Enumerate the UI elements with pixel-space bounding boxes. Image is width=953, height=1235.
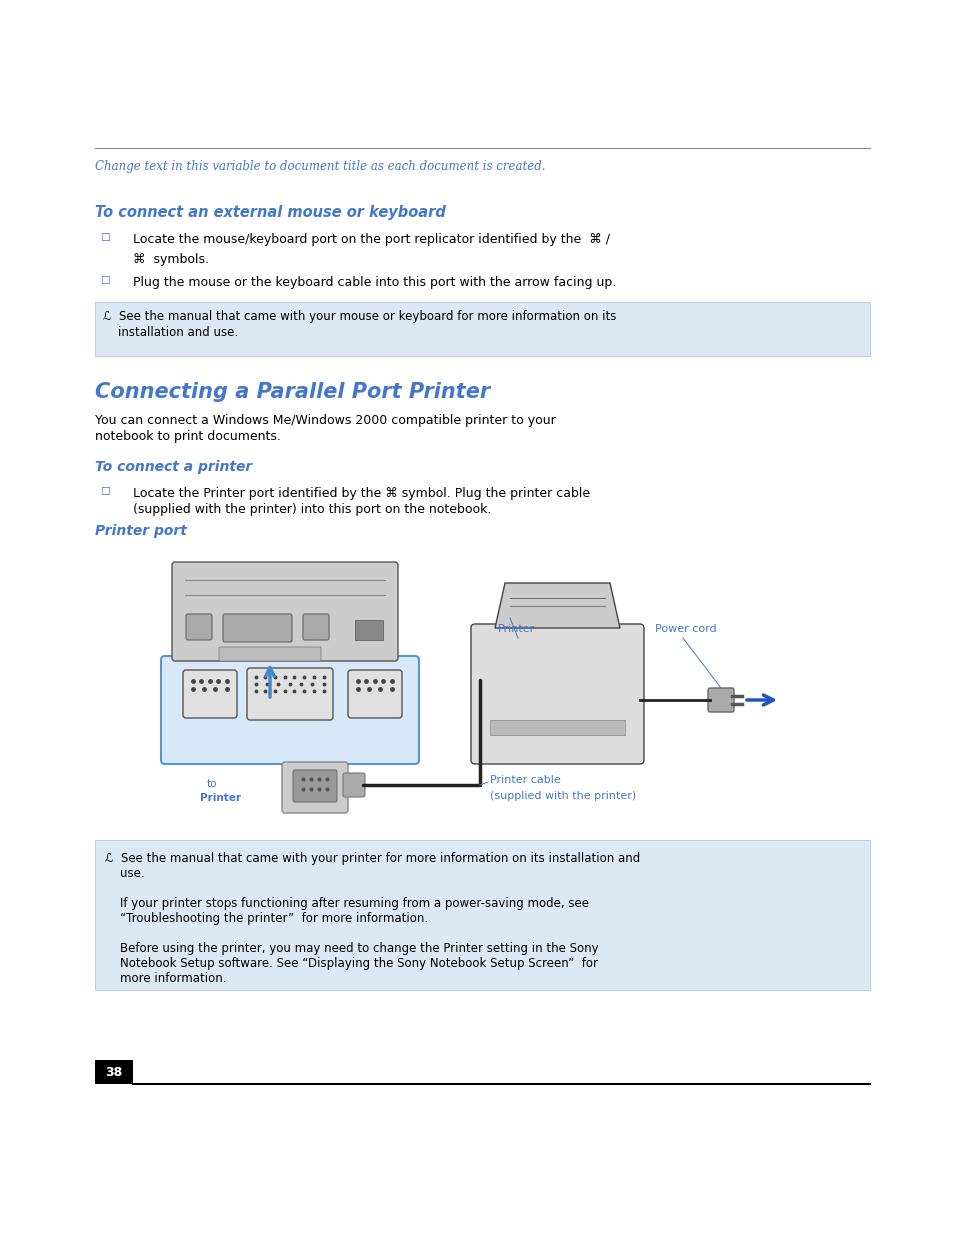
Text: Change text in this variable to document title as each document is created.: Change text in this variable to document…	[95, 161, 545, 173]
Text: ℒ  See the manual that came with your printer for more information on its instal: ℒ See the manual that came with your pri…	[105, 852, 639, 864]
FancyBboxPatch shape	[707, 688, 733, 713]
Text: ☐: ☐	[100, 487, 110, 496]
Text: To connect a printer: To connect a printer	[95, 459, 252, 474]
Text: use.: use.	[105, 867, 145, 881]
FancyBboxPatch shape	[172, 562, 397, 661]
Text: (supplied with the printer): (supplied with the printer)	[490, 790, 636, 802]
Text: “Troubleshooting the printer”  for more information.: “Troubleshooting the printer” for more i…	[105, 911, 428, 925]
Polygon shape	[495, 583, 619, 629]
FancyBboxPatch shape	[343, 773, 365, 797]
FancyBboxPatch shape	[95, 840, 869, 990]
FancyBboxPatch shape	[282, 762, 348, 813]
Text: Printer: Printer	[497, 624, 535, 634]
Text: installation and use.: installation and use.	[103, 326, 238, 338]
Text: Printer: Printer	[200, 793, 241, 803]
Text: Before using the printer, you may need to change the Printer setting in the Sony: Before using the printer, you may need t…	[105, 942, 598, 955]
Text: notebook to print documents.: notebook to print documents.	[95, 430, 280, 443]
Text: Printer port: Printer port	[95, 524, 187, 538]
FancyBboxPatch shape	[183, 671, 236, 718]
Text: ☐: ☐	[100, 233, 110, 243]
FancyBboxPatch shape	[348, 671, 401, 718]
FancyBboxPatch shape	[95, 303, 869, 356]
FancyBboxPatch shape	[161, 656, 418, 764]
Text: Power cord: Power cord	[655, 624, 716, 634]
Text: You can connect a Windows Me/Windows 2000 compatible printer to your: You can connect a Windows Me/Windows 200…	[95, 414, 556, 427]
FancyBboxPatch shape	[186, 614, 212, 640]
Text: to: to	[207, 779, 217, 789]
Text: Notebook Setup software. See “Displaying the Sony Notebook Setup Screen”  for: Notebook Setup software. See “Displaying…	[105, 957, 598, 969]
FancyBboxPatch shape	[293, 769, 336, 802]
Text: To connect an external mouse or keyboard: To connect an external mouse or keyboard	[95, 205, 445, 220]
Text: Printer cable: Printer cable	[490, 776, 560, 785]
Text: Locate the mouse/keyboard port on the port replicator identified by the  ⌘ /: Locate the mouse/keyboard port on the po…	[132, 233, 609, 246]
Text: ℒ  See the manual that came with your mouse or keyboard for more information on : ℒ See the manual that came with your mou…	[103, 310, 616, 324]
Text: Plug the mouse or the keyboard cable into this port with the arrow facing up.: Plug the mouse or the keyboard cable int…	[132, 275, 616, 289]
Text: If your printer stops functioning after resuming from a power-saving mode, see: If your printer stops functioning after …	[105, 897, 588, 910]
FancyBboxPatch shape	[303, 614, 329, 640]
Text: Locate the Printer port identified by the ⌘ symbol. Plug the printer cable: Locate the Printer port identified by th…	[132, 487, 590, 500]
Text: ☐: ☐	[100, 275, 110, 287]
Text: more information.: more information.	[105, 972, 226, 986]
FancyBboxPatch shape	[471, 624, 643, 764]
Bar	[490, 720, 624, 735]
Text: Connecting a Parallel Port Printer: Connecting a Parallel Port Printer	[95, 382, 490, 403]
Text: (supplied with the printer) into this port on the notebook.: (supplied with the printer) into this po…	[132, 503, 491, 516]
Text: 38: 38	[105, 1066, 123, 1078]
FancyBboxPatch shape	[219, 647, 320, 661]
Text: ⌘  symbols.: ⌘ symbols.	[132, 253, 209, 266]
Bar	[355, 620, 382, 640]
Bar	[95, 1060, 132, 1084]
FancyBboxPatch shape	[247, 668, 333, 720]
FancyBboxPatch shape	[223, 614, 292, 642]
